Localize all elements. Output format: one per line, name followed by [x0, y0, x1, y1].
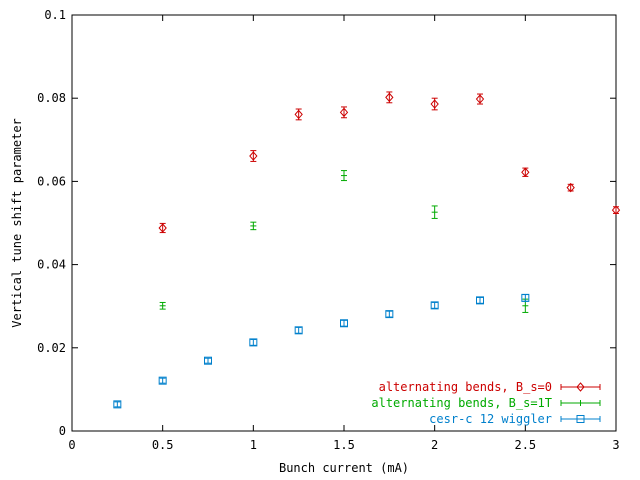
data-series: [113, 91, 621, 409]
tick-labels: 0 0.5 1 1.5 2 2.5 3 0 0.02 0.04 0.06 0.08 0.1: [37, 8, 620, 452]
series-1: [158, 91, 621, 234]
axis-ticks: [71, 14, 617, 432]
x-tick-label: 0: [68, 438, 75, 452]
x-tick-label: 2: [431, 438, 438, 452]
data-point: [340, 319, 348, 328]
diamond-marker: [385, 92, 394, 103]
data-point: [475, 93, 485, 105]
legend-square-marker: [576, 415, 585, 423]
x-tick-label: 3: [612, 438, 619, 452]
square-marker: [113, 400, 122, 409]
legend-diamond-marker: [576, 382, 585, 392]
square-marker: [249, 338, 258, 347]
y-tick-label: 0.1: [44, 8, 66, 22]
y-tick-label: 0.02: [37, 341, 66, 355]
x-tick-label: 1.5: [333, 438, 355, 452]
legend-entry: cesr-c 12 wiggler: [429, 412, 601, 426]
legend-label: cesr-c 12 wiggler: [429, 412, 552, 426]
diamond-marker: [566, 182, 575, 193]
y-tick-label: 0.08: [37, 91, 66, 105]
data-point: [430, 97, 439, 111]
data-point: [158, 222, 167, 234]
square-marker: [158, 376, 167, 385]
data-point: [339, 106, 349, 119]
legend-label: alternating bends, B_s=1T: [371, 396, 552, 410]
data-point: [521, 293, 530, 302]
square-marker: [385, 310, 394, 319]
square-marker: [476, 296, 484, 305]
data-point: [158, 376, 167, 385]
diamond-marker: [339, 107, 349, 118]
square-marker: [521, 293, 530, 302]
x-tick-label: 1: [250, 438, 257, 452]
data-point: [249, 150, 258, 162]
x-tick-label: 0.5: [152, 438, 174, 452]
data-point: [249, 338, 258, 347]
y-tick-label: 0.04: [37, 258, 66, 272]
data-point: [476, 296, 484, 305]
diamond-marker: [521, 167, 530, 178]
y-tick-label: 0: [59, 424, 66, 438]
legend-entry: alternating bends, B_s=0: [379, 380, 601, 394]
data-point: [566, 182, 575, 193]
legend-entry: alternating bends, B_s=1T: [371, 396, 601, 410]
square-marker: [294, 326, 303, 335]
square-marker: [430, 301, 439, 310]
square-marker: [340, 319, 348, 328]
diamond-marker: [611, 205, 621, 215]
y-tick-label: 0.06: [37, 174, 66, 188]
square-marker: [204, 356, 212, 365]
series-2: [159, 170, 529, 313]
data-point: [431, 205, 438, 219]
diamond-marker: [475, 94, 485, 104]
data-point: [294, 326, 303, 335]
x-axis-label: Bunch current (mA): [279, 461, 409, 475]
data-point: [204, 356, 212, 365]
legend: alternating bends, B_s=0 alternating bend…: [371, 380, 601, 426]
data-point: [430, 301, 439, 310]
diamond-marker: [294, 109, 303, 120]
data-point: [250, 221, 257, 231]
data-point: [385, 91, 394, 104]
series-3: [113, 293, 530, 409]
y-axis-label: Vertical tune shift parameter: [10, 118, 24, 328]
diamond-marker: [158, 223, 167, 233]
legend-label: alternating bends, B_s=0: [379, 380, 552, 394]
data-point: [341, 170, 347, 182]
diamond-marker: [430, 99, 439, 109]
plot-frame: [71, 14, 617, 432]
data-point: [159, 301, 166, 310]
data-point: [611, 205, 621, 215]
x-tick-label: 2.5: [514, 438, 536, 452]
diamond-marker: [249, 151, 258, 161]
data-point: [385, 310, 394, 319]
data-point: [113, 400, 122, 409]
data-point: [294, 108, 303, 121]
data-point: [521, 167, 530, 178]
